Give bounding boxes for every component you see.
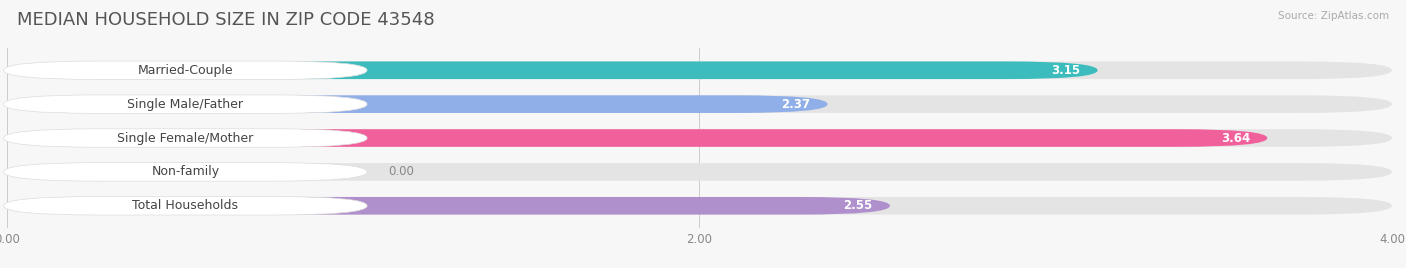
FancyBboxPatch shape [7, 95, 828, 113]
Text: MEDIAN HOUSEHOLD SIZE IN ZIP CODE 43548: MEDIAN HOUSEHOLD SIZE IN ZIP CODE 43548 [17, 11, 434, 29]
Text: Single Female/Mother: Single Female/Mother [117, 132, 253, 144]
FancyBboxPatch shape [7, 129, 1267, 147]
Text: 2.55: 2.55 [844, 199, 873, 212]
FancyBboxPatch shape [4, 61, 367, 80]
Text: 0.00: 0.00 [388, 165, 413, 178]
Text: Total Households: Total Households [132, 199, 239, 212]
Text: Non-family: Non-family [152, 165, 219, 178]
FancyBboxPatch shape [4, 196, 367, 215]
FancyBboxPatch shape [4, 129, 367, 147]
Text: 3.15: 3.15 [1052, 64, 1080, 77]
FancyBboxPatch shape [7, 163, 1392, 181]
Text: 2.37: 2.37 [782, 98, 810, 111]
FancyBboxPatch shape [7, 95, 1392, 113]
Text: 3.64: 3.64 [1220, 132, 1250, 144]
FancyBboxPatch shape [7, 61, 1098, 79]
FancyBboxPatch shape [7, 129, 1392, 147]
FancyBboxPatch shape [7, 197, 890, 215]
Text: Source: ZipAtlas.com: Source: ZipAtlas.com [1278, 11, 1389, 21]
FancyBboxPatch shape [4, 95, 367, 113]
FancyBboxPatch shape [4, 163, 367, 181]
FancyBboxPatch shape [7, 61, 1392, 79]
Text: Married-Couple: Married-Couple [138, 64, 233, 77]
Text: Single Male/Father: Single Male/Father [128, 98, 243, 111]
FancyBboxPatch shape [7, 197, 1392, 215]
